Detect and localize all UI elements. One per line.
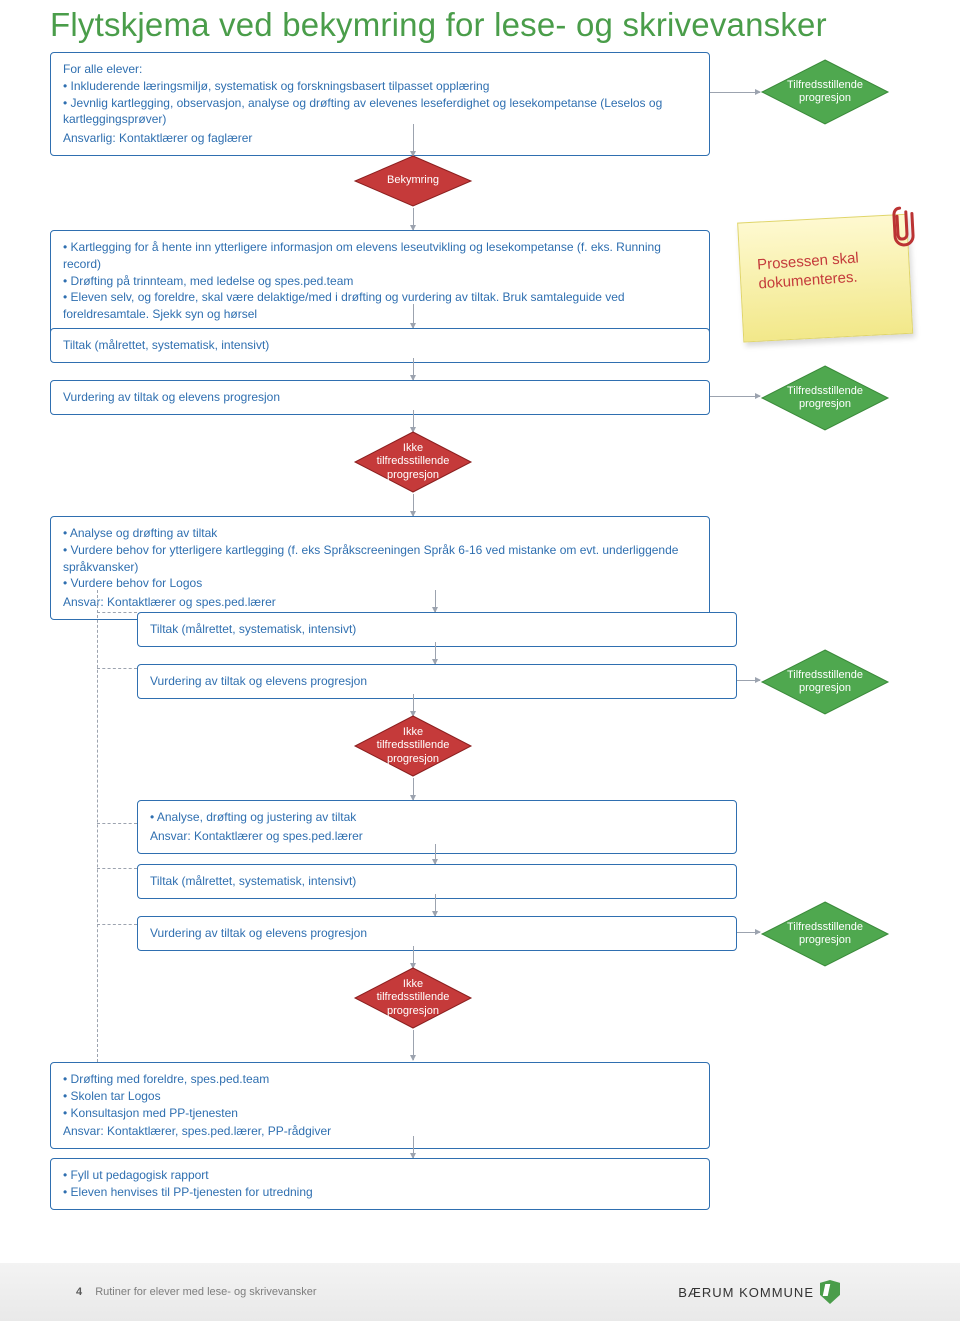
box-drofting: Drøfting med foreldre, spes.ped.team Sko… (50, 1062, 710, 1149)
diamond-red-1: Ikke tilfredsstillende progresjon (353, 430, 473, 494)
shield-icon (820, 1280, 840, 1304)
dashed-connector (97, 823, 137, 824)
box-text: Vurdering av tiltak og elevens progresjo… (150, 674, 367, 688)
paperclip-icon (889, 203, 919, 248)
connector-arrow (413, 494, 414, 516)
box-analyse-1: Analyse og drøfting av tiltak Vurdere be… (50, 516, 710, 620)
connector-arrow (413, 946, 414, 968)
box-vurdering-2: Vurdering av tiltak og elevens progresjo… (137, 664, 737, 699)
diamond-label: Bekymring (381, 174, 445, 187)
box-fyll-ut: Fyll ut pedagogisk rapport Eleven henvis… (50, 1158, 710, 1210)
connector-arrow (413, 694, 414, 716)
connector-arrow (710, 396, 760, 397)
dashed-connector (97, 590, 98, 1062)
box-text: Vurdering av tiltak og elevens progresjo… (150, 926, 367, 940)
list-item: Eleven selv, og foreldre, skal være dela… (63, 289, 697, 323)
list-item: Inkluderende læringsmiljø, systematisk o… (63, 78, 697, 95)
box-tiltak-1: Tiltak (målrettet, systematisk, intensiv… (50, 328, 710, 363)
connector-arrow (413, 1136, 414, 1158)
page-footer: 4 Rutiner for elever med lese- og skrive… (0, 1263, 960, 1321)
dashed-connector (97, 668, 137, 669)
box-tiltak-2: Tiltak (målrettet, systematisk, intensiv… (137, 612, 737, 647)
diamond-label: Ikke tilfredsstillende progresjon (371, 442, 456, 482)
box-text: Vurdering av tiltak og elevens progresjo… (63, 390, 280, 404)
diamond-label: Tilfredsstillende progresjon (781, 669, 869, 695)
connector-arrow (413, 410, 414, 432)
list-item: Eleven henvises til PP-tjenesten for utr… (63, 1184, 697, 1201)
connector-arrow (435, 844, 436, 864)
diamond-red-3: Ikke tilfredsstillende progresjon (353, 966, 473, 1030)
diamond-green-1: Tilfredsstillende progresjon (760, 58, 890, 126)
box-header: For alle elever: (63, 61, 697, 78)
box-vurdering-3: Vurdering av tiltak og elevens progresjo… (137, 916, 737, 951)
list-item: Vurdere behov for Logos (63, 575, 697, 592)
dashed-connector (97, 868, 137, 869)
diamond-green-2: Tilfredsstillende progresjon (760, 364, 890, 432)
diamond-green-3: Tilfredsstillende progresjon (760, 648, 890, 716)
box-text: Tiltak (målrettet, systematisk, intensiv… (150, 874, 356, 888)
box-analyse-2: Analyse, drøfting og justering av tiltak… (137, 800, 737, 854)
list-item: Fyll ut pedagogisk rapport (63, 1167, 697, 1184)
connector-arrow (435, 894, 436, 916)
connector-arrow (413, 358, 414, 380)
diamond-bekymring: Bekymring (353, 154, 473, 208)
diamond-label: Ikke tilfredsstillende progresjon (371, 978, 456, 1018)
connector-arrow (435, 590, 436, 612)
box-footer: Ansvar: Kontaktlærer og spes.ped.lærer (150, 828, 724, 845)
kommune-logo: BÆRUM KOMMUNE (678, 1280, 840, 1304)
dashed-connector (97, 924, 137, 925)
footer-doc-title: Rutiner for elever med lese- og skriveva… (95, 1286, 316, 1298)
connector-arrow (737, 680, 760, 681)
list-item: Analyse, drøfting og justering av tiltak (150, 809, 724, 826)
connector-arrow (413, 208, 414, 230)
list-item: Drøfting med foreldre, spes.ped.team (63, 1071, 697, 1088)
box-text: Tiltak (målrettet, systematisk, intensiv… (150, 622, 356, 636)
diamond-label: Tilfredsstillende progresjon (781, 79, 869, 105)
box-vurdering-1: Vurdering av tiltak og elevens progresjo… (50, 380, 710, 415)
list-item: Konsultasjon med PP-tjenesten (63, 1105, 697, 1122)
sticky-note: Prosessen skal dokumenteres. (737, 206, 919, 345)
list-item: Analyse og drøfting av tiltak (63, 525, 697, 542)
page-title: Flytskjema ved bekymring for lese- og sk… (0, 0, 960, 44)
diamond-label: Tilfredsstillende progresjon (781, 385, 869, 411)
org-name: BÆRUM KOMMUNE (678, 1285, 814, 1300)
diamond-label: Tilfredsstillende progresjon (781, 921, 869, 947)
diamond-green-4: Tilfredsstillende progresjon (760, 900, 890, 968)
box-footer: Ansvarlig: Kontaktlærer og faglærer (63, 130, 697, 147)
box-for-alle-elever: For alle elever: Inkluderende læringsmil… (50, 52, 710, 156)
box-tiltak-3: Tiltak (målrettet, systematisk, intensiv… (137, 864, 737, 899)
connector-arrow (710, 92, 760, 93)
connector-arrow (413, 124, 414, 156)
list-item: Kartlegging for å hente inn ytterligere … (63, 239, 697, 273)
list-item: Vurdere behov for ytterligere kartleggin… (63, 542, 697, 576)
list-item: Jevnlig kartlegging, observasjon, analys… (63, 95, 697, 129)
box-footer: Ansvar: Kontaktlærer, spes.ped.lærer, PP… (63, 1123, 697, 1140)
dashed-connector (97, 612, 137, 613)
diamond-red-2: Ikke tilfredsstillende progresjon (353, 714, 473, 778)
connector-arrow (413, 1030, 414, 1060)
list-item: Skolen tar Logos (63, 1088, 697, 1105)
connector-arrow (413, 778, 414, 800)
box-text: Tiltak (målrettet, systematisk, intensiv… (63, 338, 269, 352)
page-number: 4 (76, 1286, 82, 1298)
list-item: Drøfting på trinnteam, med ledelse og sp… (63, 273, 697, 290)
connector-arrow (435, 642, 436, 664)
box-footer: Ansvar: Kontaktlærer og spes.ped.lærer (63, 594, 697, 611)
diamond-label: Ikke tilfredsstillende progresjon (371, 726, 456, 766)
connector-arrow (737, 932, 760, 933)
connector-arrow (413, 304, 414, 328)
